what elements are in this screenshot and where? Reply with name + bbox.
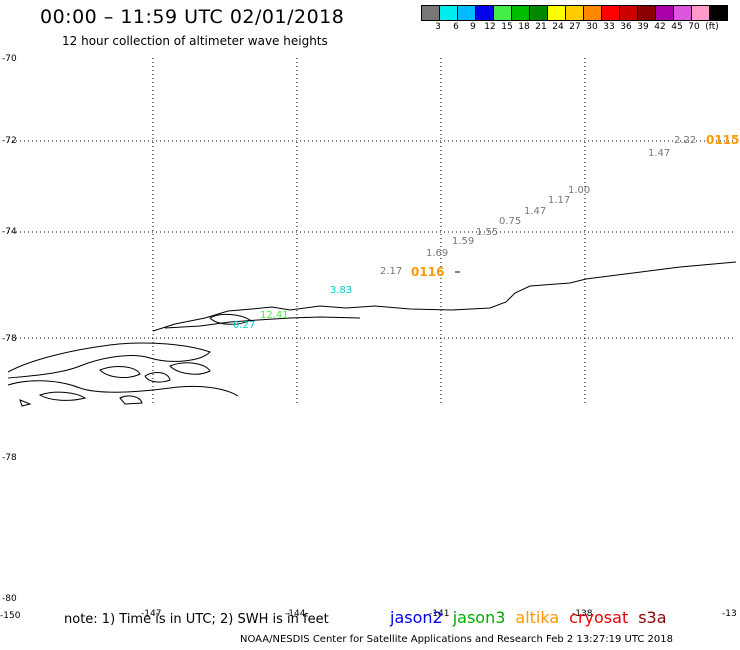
scale-label: 18 [518, 22, 530, 32]
lon-label: -138 [572, 609, 593, 619]
satellite-legend-item: cryosat [569, 608, 629, 627]
wave-height-value: 0.27 [233, 320, 255, 331]
pass-time-label: 0116 [411, 265, 444, 279]
scale-label: 24 [552, 22, 564, 32]
scale-label: 12 [484, 22, 496, 32]
footer-note: note: 1) Time is in UTC; 2) SWH is in fe… [64, 612, 329, 627]
satellite-legend-item: jason2 [390, 608, 443, 627]
wave-height-value: 1.17 [548, 195, 570, 206]
satellite-legend: jason2 jason3 altika cryosat s3a [390, 608, 677, 627]
scale-label: 27 [569, 22, 581, 32]
satellite-legend-item: jason3 [452, 608, 506, 627]
scale-label: 15 [501, 22, 513, 32]
scale-label: 33 [603, 22, 615, 32]
lon-label: -147 [141, 609, 161, 619]
wave-height-value: 1.00 [568, 185, 590, 196]
credit-line: NOAA/NESDIS Center for Satellite Applica… [240, 634, 673, 645]
lat-label: -72 [2, 136, 17, 146]
scale-label: 3 [435, 22, 441, 32]
satellite-legend-item: s3a [638, 608, 667, 627]
wave-height-value: 2.17 [380, 266, 402, 277]
scale-label: 36 [620, 22, 632, 32]
lon-label: -150 [0, 611, 21, 621]
lat-label: -78 [2, 453, 17, 463]
lat-labels-lower: -78 -80 [2, 453, 17, 604]
lat-label: -74 [2, 227, 17, 237]
wave-height-value: 1.55 [476, 227, 498, 238]
scale-label: 70 [688, 22, 700, 32]
scale-label: 39 [637, 22, 649, 32]
lon-label: -144 [285, 609, 306, 619]
wave-height-value: 1.59 [452, 236, 474, 247]
wave-height-values: 2.221.471.001.171.470.751.551.591.692.17… [233, 135, 696, 331]
grid [8, 58, 736, 405]
lon-label: -141 [429, 609, 449, 619]
scale-label: (ft) [705, 22, 719, 32]
color-scale [421, 5, 728, 21]
scale-label: 42 [654, 22, 666, 32]
wave-height-value: 1.47 [648, 148, 670, 159]
lon-labels: -150 -147 -144 -141 -138 -13 [0, 609, 737, 621]
lat-labels-upper: -70 -72 -74 -78 [2, 54, 17, 344]
lat-label: -78 [2, 334, 17, 344]
wave-height-value: 0.75 [499, 216, 521, 227]
map-title: 00:00 – 11:59 UTC 02/01/2018 [40, 6, 345, 28]
wave-height-value: 2.22 [674, 135, 696, 146]
lon-label: -13 [722, 609, 737, 619]
lat-label: -80 [2, 594, 17, 604]
wave-height-value: 3.83 [330, 285, 352, 296]
scale-swatch [709, 5, 728, 21]
wave-height-value: 12.41 [260, 310, 289, 321]
pass-labels: 0115 0116 [411, 133, 739, 279]
lat-label: -70 [2, 54, 17, 64]
wave-height-value: 1.69 [426, 248, 448, 259]
scale-label: 45 [671, 22, 683, 32]
scale-label: 6 [453, 22, 459, 32]
satellite-legend-item: altika [515, 608, 560, 627]
wave-height-value: 1.47 [524, 206, 546, 217]
color-scale-labels: 3 6 9 12 15 18 21 24 27 30 33 36 39 42 45 70 (ft) [422, 22, 740, 34]
map-subtitle: 12 hour collection of altimeter wave hei… [62, 34, 328, 48]
pass-time-label: 0115 [706, 133, 739, 147]
scale-label: 30 [586, 22, 598, 32]
coastline [7, 261, 737, 407]
scale-label: 21 [535, 22, 547, 32]
scale-label: 9 [470, 22, 476, 32]
